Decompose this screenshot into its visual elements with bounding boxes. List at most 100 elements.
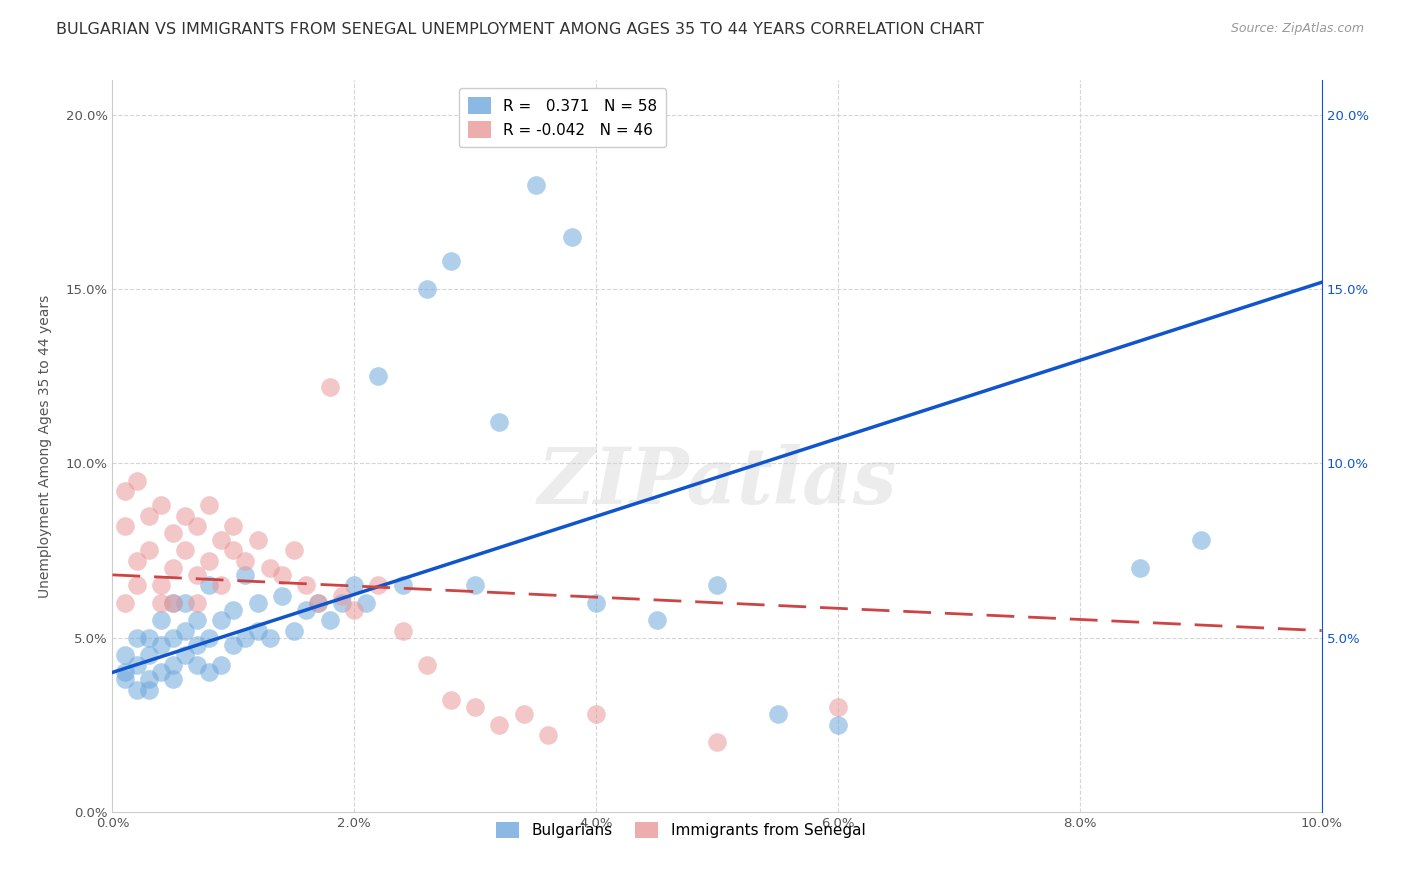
Point (149, 665, 172, 680)
Point (319, 613, 342, 627)
Point (512, 707, 534, 722)
Point (246, 624, 269, 638)
Point (125, 658, 148, 673)
Point (162, 631, 184, 645)
Point (138, 682, 160, 697)
Point (585, 707, 607, 722)
Point (706, 735, 728, 749)
Point (186, 613, 208, 627)
Point (235, 631, 257, 645)
Point (1129, 561, 1152, 575)
Point (114, 648, 136, 662)
Point (222, 543, 245, 558)
Point (827, 717, 849, 731)
Point (524, 178, 547, 192)
Point (174, 508, 197, 523)
Text: Source: ZipAtlas.com: Source: ZipAtlas.com (1230, 22, 1364, 36)
Point (149, 578, 172, 592)
Point (330, 589, 353, 603)
Point (283, 543, 305, 558)
Point (125, 474, 148, 488)
Point (149, 596, 172, 610)
Point (174, 648, 197, 662)
Point (440, 693, 463, 707)
Point (464, 578, 486, 592)
Text: BULGARIAN VS IMMIGRANTS FROM SENEGAL UNEMPLOYMENT AMONG AGES 35 TO 44 YEARS CORR: BULGARIAN VS IMMIGRANTS FROM SENEGAL UNE… (56, 22, 984, 37)
Point (162, 526, 184, 541)
Point (174, 596, 197, 610)
Point (391, 578, 413, 592)
Point (138, 673, 160, 687)
Point (1189, 533, 1212, 547)
Point (416, 282, 439, 296)
Point (416, 658, 439, 673)
Point (114, 519, 136, 533)
Point (222, 603, 245, 617)
Point (186, 638, 208, 652)
Point (246, 596, 269, 610)
Point (343, 578, 366, 592)
Point (222, 638, 245, 652)
Text: ZIPatlas: ZIPatlas (537, 444, 897, 521)
Point (186, 519, 208, 533)
Point (537, 728, 560, 742)
Point (645, 613, 668, 627)
Point (488, 415, 510, 429)
Point (259, 631, 281, 645)
Point (295, 578, 318, 592)
Point (114, 596, 136, 610)
Point (125, 578, 148, 592)
Point (198, 578, 221, 592)
Point (307, 596, 329, 610)
Point (209, 658, 232, 673)
Point (209, 613, 232, 627)
Point (149, 638, 172, 652)
Point (270, 567, 292, 582)
Point (198, 631, 221, 645)
Point (114, 484, 136, 499)
Point (149, 498, 172, 512)
Point (149, 613, 172, 627)
Point (198, 554, 221, 568)
Point (125, 682, 148, 697)
Point (186, 658, 208, 673)
Point (464, 700, 486, 714)
Point (162, 658, 184, 673)
Point (138, 543, 160, 558)
Point (367, 369, 389, 384)
Point (186, 567, 208, 582)
Point (330, 596, 353, 610)
Point (138, 648, 160, 662)
Point (125, 631, 148, 645)
Point (440, 254, 463, 268)
Point (138, 508, 160, 523)
Point (138, 631, 160, 645)
Point (209, 533, 232, 547)
Point (174, 624, 197, 638)
Point (367, 578, 389, 592)
Point (125, 554, 148, 568)
Point (246, 533, 269, 547)
Point (585, 596, 607, 610)
Y-axis label: Unemployment Among Ages 35 to 44 years: Unemployment Among Ages 35 to 44 years (38, 294, 52, 598)
Point (766, 707, 789, 722)
Point (561, 230, 583, 244)
Point (162, 673, 184, 687)
Point (198, 665, 221, 680)
Point (198, 498, 221, 512)
Point (356, 596, 378, 610)
Point (162, 561, 184, 575)
Point (114, 665, 136, 680)
Point (488, 717, 510, 731)
Point (307, 596, 329, 610)
Point (283, 624, 305, 638)
Point (114, 673, 136, 687)
Point (319, 380, 342, 394)
Point (295, 603, 318, 617)
Point (391, 624, 413, 638)
Point (186, 596, 208, 610)
Point (235, 567, 257, 582)
Point (174, 543, 197, 558)
Point (343, 603, 366, 617)
Point (209, 578, 232, 592)
